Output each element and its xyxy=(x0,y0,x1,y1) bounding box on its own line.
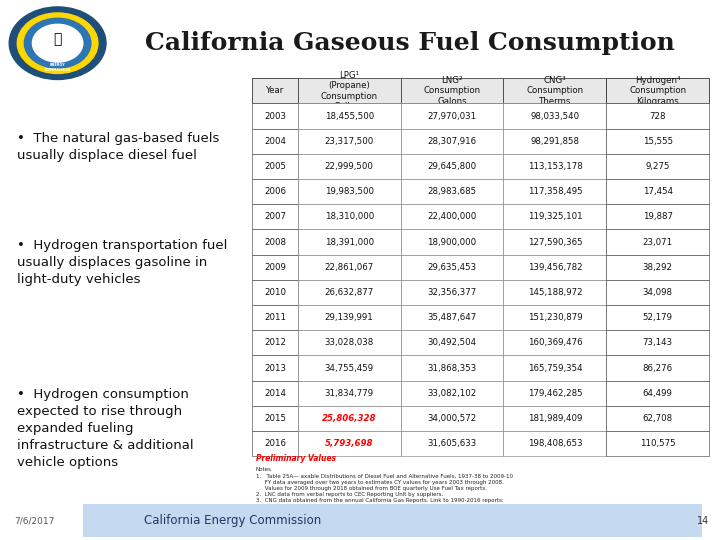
Text: Preliminary Values: Preliminary Values xyxy=(256,454,336,463)
Circle shape xyxy=(17,13,98,73)
Text: •  Hydrogen consumption
expected to rise through
expanded fueling
infrastructure: • Hydrogen consumption expected to rise … xyxy=(17,388,194,469)
Text: 14: 14 xyxy=(697,516,709,525)
Text: ENERGY
COMMISSION: ENERGY COMMISSION xyxy=(45,63,71,72)
Circle shape xyxy=(32,24,83,62)
Text: California Energy Commission: California Energy Commission xyxy=(144,514,321,527)
Text: California Gaseous Fuel Consumption: California Gaseous Fuel Consumption xyxy=(145,31,675,55)
Circle shape xyxy=(9,7,106,79)
Text: Notes
1.   Table 25A— axable Distributions of Diesel Fuel and Alternative Fuels,: Notes 1. Table 25A— axable Distributions… xyxy=(256,467,516,528)
FancyBboxPatch shape xyxy=(83,504,702,537)
Text: •  The natural gas-based fuels
usually displace diesel fuel: • The natural gas-based fuels usually di… xyxy=(17,132,220,162)
Text: 7/6/2017: 7/6/2017 xyxy=(14,516,55,525)
Circle shape xyxy=(24,18,91,68)
Text: •  Hydrogen transportation fuel
usually displaces gasoline in
light-duty vehicle: • Hydrogen transportation fuel usually d… xyxy=(17,239,228,286)
Text: 🐻: 🐻 xyxy=(53,32,62,46)
